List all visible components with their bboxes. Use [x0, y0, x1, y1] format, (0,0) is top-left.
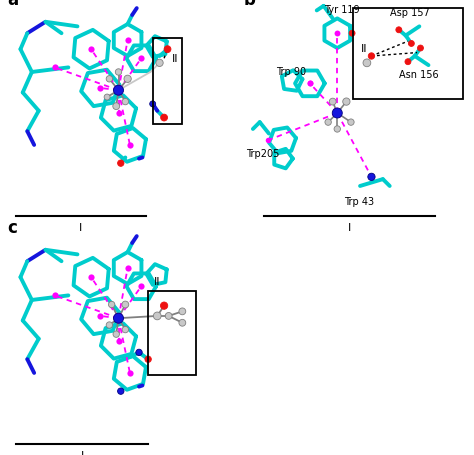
Point [51, 65, 58, 72]
Circle shape [122, 301, 129, 308]
Circle shape [150, 102, 155, 108]
Circle shape [418, 46, 423, 52]
Circle shape [106, 322, 112, 329]
Circle shape [179, 319, 186, 327]
Circle shape [106, 76, 112, 83]
Text: Trp205: Trp205 [246, 149, 280, 159]
Text: Tyr 119: Tyr 119 [324, 5, 359, 15]
Text: I: I [81, 450, 83, 455]
Text: II: II [172, 53, 179, 63]
Circle shape [409, 41, 414, 47]
Point [51, 292, 58, 299]
Circle shape [122, 327, 128, 333]
Point [87, 274, 95, 281]
Point [368, 174, 375, 181]
Point [97, 313, 104, 320]
Circle shape [179, 308, 186, 315]
Circle shape [118, 161, 124, 167]
Circle shape [325, 120, 331, 126]
Point [334, 30, 341, 38]
Point [124, 265, 131, 272]
Circle shape [368, 54, 374, 60]
Text: I: I [348, 223, 351, 233]
Circle shape [109, 302, 115, 308]
Circle shape [113, 86, 124, 96]
Circle shape [161, 115, 167, 122]
Circle shape [332, 109, 342, 119]
Circle shape [161, 303, 168, 309]
Circle shape [118, 388, 124, 394]
Text: Asp 157: Asp 157 [390, 8, 429, 18]
Circle shape [104, 95, 110, 101]
Text: Trp 90: Trp 90 [276, 67, 306, 77]
Circle shape [329, 99, 336, 106]
Circle shape [405, 60, 411, 66]
Circle shape [122, 99, 128, 106]
Circle shape [145, 356, 151, 363]
Text: b: b [244, 0, 255, 9]
Text: Trp 43: Trp 43 [344, 197, 374, 207]
Circle shape [396, 28, 402, 34]
Circle shape [334, 126, 340, 133]
Circle shape [115, 70, 122, 76]
Point [126, 142, 134, 149]
Circle shape [363, 60, 371, 67]
Point [264, 137, 272, 145]
Point [124, 37, 131, 45]
Circle shape [343, 99, 350, 106]
Text: c: c [7, 218, 17, 236]
Circle shape [124, 76, 131, 83]
Point [126, 369, 134, 377]
Point [115, 110, 122, 117]
Text: II: II [154, 276, 160, 286]
Point [97, 85, 104, 92]
Text: II: II [361, 44, 368, 54]
Circle shape [113, 331, 119, 338]
Circle shape [164, 47, 171, 54]
Bar [148, 291, 196, 375]
Bar [353, 9, 463, 100]
Circle shape [113, 313, 124, 324]
Circle shape [368, 174, 375, 181]
Point [306, 81, 314, 88]
Text: I: I [79, 223, 82, 233]
Point [137, 283, 145, 290]
Point [87, 46, 95, 54]
Circle shape [349, 31, 355, 37]
Bar [153, 39, 182, 125]
Circle shape [136, 349, 142, 356]
Circle shape [348, 120, 354, 126]
Text: Asn 156: Asn 156 [399, 69, 438, 79]
Circle shape [113, 104, 119, 111]
Point [137, 56, 145, 63]
Circle shape [156, 60, 163, 67]
Point [306, 81, 314, 88]
Text: a: a [7, 0, 18, 9]
Point [115, 338, 122, 345]
Circle shape [154, 312, 161, 320]
Circle shape [165, 313, 172, 319]
